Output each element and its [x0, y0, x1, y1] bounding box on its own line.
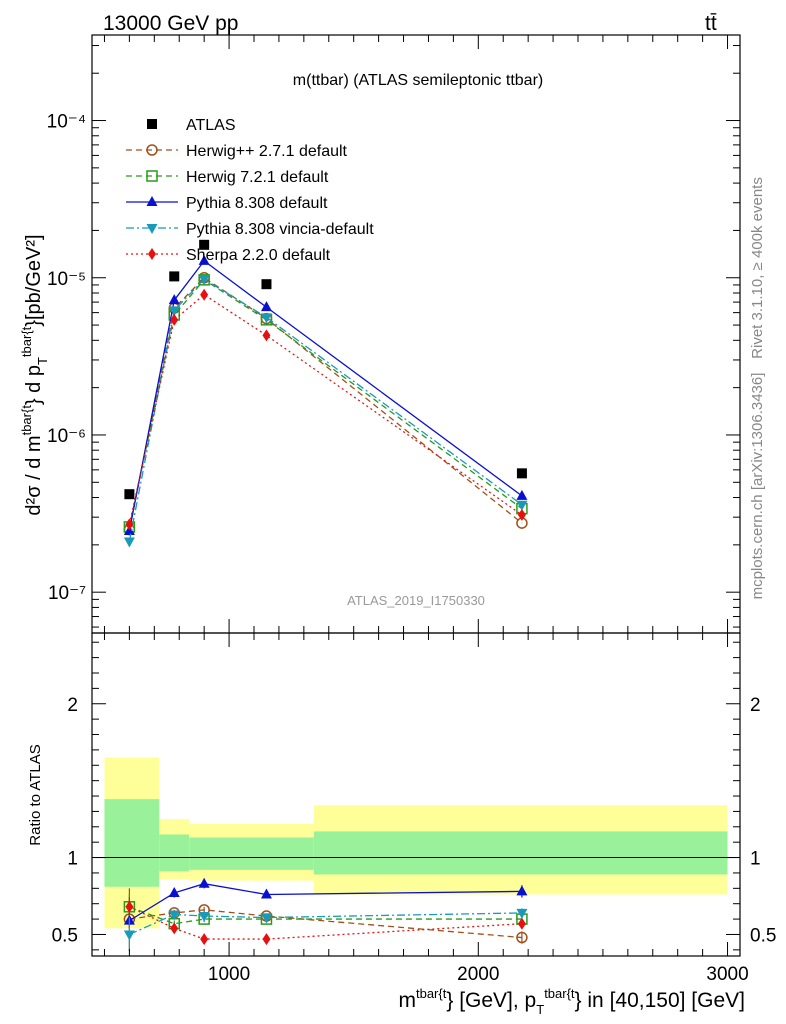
- ratio-point-2-3: [260, 888, 272, 899]
- legend-label-0: Herwig++ 2.7.1 default: [186, 143, 348, 160]
- series-point-4-0: [125, 518, 134, 531]
- series-point-3-3: [260, 313, 272, 324]
- x-tick-label: 1000: [208, 964, 250, 985]
- ratio-point-4-3: [262, 933, 271, 946]
- legend-marker-3: [146, 224, 158, 234]
- series-point-2-3: [260, 301, 272, 312]
- series-point-4-1: [170, 313, 179, 326]
- data-point-0: [124, 489, 135, 500]
- ratio-point-4-0: [125, 900, 134, 913]
- legend-label-2: Pythia 8.308 default: [186, 195, 328, 212]
- x-axis-label: mtbar{t} [GeV], pTtbar{t} in [40,150] [G…: [398, 986, 745, 1017]
- x-tick-label: 2000: [457, 964, 499, 985]
- ratio-point-4-4: [517, 917, 526, 930]
- ratio-point-3-0: [123, 930, 135, 941]
- y-tick-label: 10⁻⁵: [47, 269, 86, 290]
- legend-label-4: Sherpa 2.2.0 default: [186, 247, 331, 264]
- uncertainty-band-inner: [104, 799, 160, 887]
- series-point-4-2: [200, 288, 209, 301]
- legend-marker-1: [146, 170, 158, 182]
- ratio-point-2-2: [198, 877, 210, 888]
- ratio-y-tick-label: 0.5: [52, 925, 78, 946]
- ratio-point-3-2: [198, 912, 210, 923]
- ratio-uncertainty-bands: [104, 757, 728, 929]
- ratio-line-3: [129, 912, 522, 936]
- analysis-watermark: ATLAS_2019_I1750330: [347, 593, 485, 608]
- process-label: tt̄: [705, 12, 717, 35]
- ratio-y-label: Ratio to ATLAS: [27, 744, 44, 845]
- ratio-series-layer: [123, 877, 528, 952]
- data-point-4: [516, 468, 527, 479]
- series-layer: [123, 239, 528, 548]
- data-point-1: [169, 271, 180, 282]
- ratio-frame: [91, 632, 741, 957]
- ratio-point-3-4: [516, 908, 528, 919]
- legend-marker-data: [147, 119, 157, 129]
- ratio-line-1: [129, 906, 522, 925]
- legend-label-1: Herwig 7.2.1 default: [186, 169, 329, 186]
- ratio-line-4: [129, 906, 522, 940]
- ratio-y-tick-label-right: 2: [750, 695, 761, 716]
- uncertainty-band-inner: [313, 831, 728, 875]
- series-line-3: [128, 278, 523, 542]
- series-point-4-3: [262, 329, 271, 342]
- ratio-y-tick-label-right: 1: [750, 849, 761, 870]
- ratio-y-tick-label: 1: [67, 849, 78, 870]
- x-tick-label: 3000: [706, 964, 748, 985]
- ratio-point-4-1: [170, 922, 179, 935]
- y-tick-label: 10⁻⁴: [47, 112, 86, 133]
- uncertainty-band-inner: [189, 837, 314, 870]
- data-point-2: [199, 239, 210, 250]
- y-tick-label: 10⁻⁷: [48, 583, 86, 604]
- series-line-1: [128, 278, 523, 528]
- series-point-3-4: [516, 500, 528, 511]
- ratio-point-2-1: [168, 886, 180, 897]
- chart-title: m(ttbar) (ATLAS semileptonic ttbar): [293, 72, 543, 89]
- series-line-2: [128, 259, 523, 532]
- data-point-3: [261, 279, 272, 290]
- ratio-point-3-1: [168, 910, 180, 921]
- uncertainty-band-inner: [159, 834, 190, 872]
- legend-marker-0: [146, 144, 158, 156]
- y-tick-label: 10⁻⁶: [47, 426, 86, 447]
- legend-label-data: ATLAS: [186, 117, 236, 134]
- energy-label: 13000 GeV pp: [103, 12, 238, 35]
- series-point-2-1: [168, 294, 180, 305]
- series-point-3-0: [123, 537, 135, 548]
- ratio-y-tick-label: 2: [67, 695, 78, 716]
- rivet-label: Rivet 3.1.10, ≥ 400k events: [749, 177, 766, 359]
- series-point-2-2: [198, 254, 210, 265]
- series-point-3-2: [198, 275, 210, 286]
- series-line-0: [128, 276, 523, 530]
- series-point-2-4: [516, 489, 528, 500]
- legend-label-3: Pythia 8.308 vincia-default: [186, 221, 374, 238]
- legend: ATLAS Herwig++ 2.7.1 default Herwig 7.2.1 …: [126, 117, 374, 264]
- ratio-point-2-4: [516, 885, 528, 896]
- series-line-4: [128, 293, 523, 525]
- series-point-3-1: [168, 306, 180, 317]
- source-label: mcplots.cern.ch [arXiv:1306.3436]: [749, 373, 766, 600]
- ratio-point-0-4: [516, 931, 528, 944]
- ratio-y-tick-label-right: 0.5: [750, 925, 776, 946]
- legend-marker-4: [148, 248, 156, 260]
- legend-marker-2: [146, 196, 158, 206]
- ratio-point-4-2: [200, 933, 209, 946]
- y-axis-label: d²σ / d mtbar{t} d pTtbar{t}[pb/GeV²]: [19, 234, 50, 515]
- ratio-point-3-3: [260, 913, 272, 924]
- series-point-4-4: [517, 508, 526, 521]
